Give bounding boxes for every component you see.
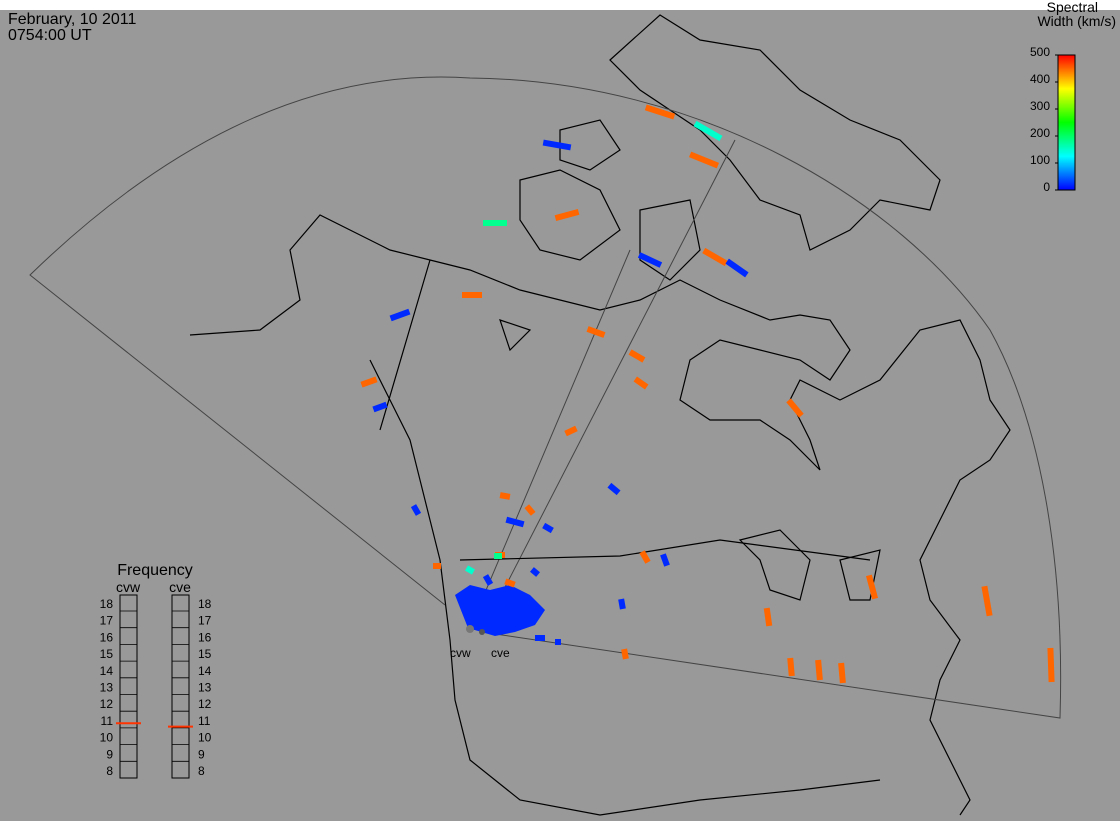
frequency-tick-label: 18 [198, 597, 212, 611]
echo [786, 398, 804, 418]
colorbar-tick-label: 100 [1030, 153, 1050, 167]
colorbar-tick-label: 0 [1043, 180, 1050, 194]
frequency-tick-label: 8 [198, 764, 205, 778]
colorbar-title: Spectral [1047, 0, 1098, 15]
time: 0754:00 UT [8, 27, 92, 44]
echo [838, 662, 846, 684]
coastline [369, 359, 881, 816]
echo [702, 247, 728, 267]
frequency-tick-label: 11 [101, 714, 114, 728]
echo [542, 139, 572, 151]
beam-edge [469, 139, 736, 633]
echo [618, 598, 626, 610]
echo [554, 208, 580, 222]
echo [763, 607, 773, 627]
echo [389, 308, 411, 322]
echo [693, 120, 723, 142]
echo [465, 565, 475, 575]
frequency-tick-label: 17 [100, 614, 114, 628]
frequency-tick-label: 14 [198, 664, 212, 678]
frequency-tick-label: 13 [100, 681, 114, 695]
echo [482, 574, 494, 586]
echo-fan [455, 585, 545, 636]
station-label: cve [491, 646, 510, 660]
echo [372, 401, 388, 413]
echo [505, 516, 525, 528]
echo [360, 376, 378, 388]
colorbar [1057, 54, 1076, 191]
echo [688, 151, 720, 169]
colorbar-tick-label: 500 [1030, 45, 1050, 59]
echo [628, 349, 646, 363]
frequency-tick-label: 8 [106, 764, 113, 778]
border [379, 259, 871, 561]
echo [586, 326, 606, 338]
echo [639, 550, 651, 564]
echo [1047, 647, 1055, 683]
colorbar-title: Width (km/s) [1037, 13, 1116, 29]
radar-site [479, 629, 485, 635]
echo [633, 376, 649, 390]
echo [607, 482, 621, 496]
frequency-title: Frequency [117, 562, 193, 579]
frequency-tick-label: 13 [198, 681, 212, 695]
echo [660, 553, 670, 567]
echo [564, 425, 578, 437]
frequency-tick-label: 16 [198, 630, 212, 644]
coastline [609, 14, 941, 251]
colorbar-tick-label: 200 [1030, 126, 1050, 140]
colorbar-tick-label: 400 [1030, 72, 1050, 86]
frequency-tick-label: 16 [100, 630, 114, 644]
frequency-tick-label: 14 [100, 664, 114, 678]
frequency-tick-label: 12 [100, 697, 114, 711]
frequency-tick-label: 9 [198, 747, 205, 761]
echo [530, 567, 540, 577]
echo [499, 492, 511, 500]
frequency-tick-label: 9 [106, 747, 113, 761]
frequency-tick-label: 15 [100, 647, 114, 661]
echo [504, 578, 516, 588]
radar-site [466, 625, 474, 633]
frequency-tick-label: 15 [198, 647, 212, 661]
echo [621, 648, 629, 660]
frequency-tick-label: 17 [198, 614, 212, 628]
echo [865, 574, 879, 600]
echo [644, 104, 676, 120]
colorbar-tick-label: 300 [1030, 99, 1050, 113]
frequency-tick-label: 12 [198, 697, 212, 711]
echo [524, 504, 536, 516]
echo [725, 258, 749, 278]
coastline [189, 214, 1011, 816]
coastline [738, 529, 881, 601]
frequency-tick-label: 11 [198, 714, 211, 728]
echo [787, 657, 795, 677]
station-label: cvw [450, 646, 471, 660]
echo [410, 504, 422, 516]
radar-name: cve [169, 579, 191, 595]
field-of-view [29, 76, 1062, 719]
date: February, 10 2011 [8, 11, 136, 28]
coastlines [189, 14, 1011, 816]
frequency-tick-label: 10 [198, 731, 212, 745]
frequency-tick-label: 10 [100, 731, 114, 745]
echo [815, 659, 823, 681]
echoes [360, 104, 1055, 684]
echo [542, 522, 554, 534]
echo [637, 252, 663, 268]
echo [981, 585, 993, 617]
frequency-tick-label: 18 [100, 597, 114, 611]
coastline [499, 119, 701, 352]
radar-name: cvw [116, 579, 141, 595]
